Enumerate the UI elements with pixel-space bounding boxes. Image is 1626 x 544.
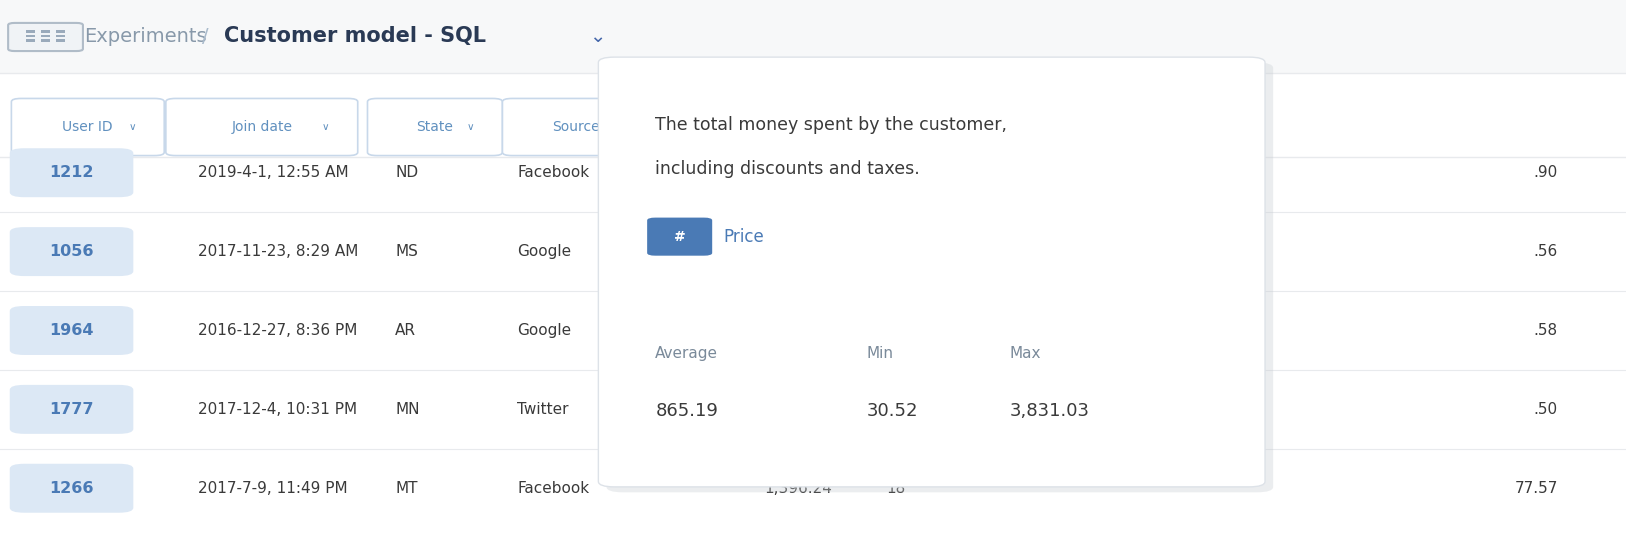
Text: Max: Max: [1010, 346, 1041, 361]
FancyBboxPatch shape: [598, 57, 1265, 487]
Text: User ID: User ID: [62, 120, 114, 134]
Text: 2017-7-9, 11:49 PM: 2017-7-9, 11:49 PM: [198, 481, 348, 496]
FancyBboxPatch shape: [10, 227, 133, 276]
FancyBboxPatch shape: [1006, 98, 1218, 156]
Text: 2017-11-23, 8:29 AM: 2017-11-23, 8:29 AM: [198, 244, 359, 259]
Text: Revenue ($): Revenue ($): [702, 120, 787, 134]
Text: State: State: [416, 120, 454, 134]
Bar: [41, 39, 50, 42]
Text: 2017-12-4, 10:31 PM: 2017-12-4, 10:31 PM: [198, 402, 358, 417]
Bar: [57, 39, 65, 42]
Text: 2016-12-27, 8:36 PM: 2016-12-27, 8:36 PM: [198, 323, 358, 338]
Text: 2019-4-1, 12:55 AM: 2019-4-1, 12:55 AM: [198, 165, 350, 180]
Text: .90: .90: [1533, 165, 1558, 180]
Text: 3,831.03: 3,831.03: [1010, 401, 1089, 420]
Text: Experiments: Experiments: [85, 27, 207, 46]
Text: 865.19: 865.19: [655, 401, 719, 420]
Text: ND: ND: [395, 165, 418, 180]
Text: ∨: ∨: [322, 122, 330, 132]
FancyBboxPatch shape: [852, 98, 1005, 156]
Text: AR: AR: [395, 323, 416, 338]
Text: 1266: 1266: [49, 481, 94, 496]
Bar: [41, 30, 50, 33]
FancyBboxPatch shape: [367, 98, 502, 156]
Text: #: #: [673, 230, 686, 244]
Text: Average: Average: [655, 346, 719, 361]
Text: ∨: ∨: [681, 122, 689, 132]
Text: 1777: 1777: [49, 402, 94, 417]
Text: MT: MT: [395, 481, 418, 496]
FancyBboxPatch shape: [10, 385, 133, 434]
FancyBboxPatch shape: [502, 98, 650, 156]
Text: Join date: Join date: [231, 120, 293, 134]
Text: Google: Google: [517, 244, 571, 259]
Text: .56: .56: [1533, 244, 1558, 259]
Text: ∨: ∨: [615, 122, 623, 132]
Text: .58: .58: [1533, 323, 1558, 338]
Text: Orders: Orders: [898, 120, 945, 134]
Text: Facebook: Facebook: [517, 165, 589, 180]
FancyBboxPatch shape: [647, 218, 712, 256]
FancyBboxPatch shape: [11, 98, 164, 156]
Text: ⌄: ⌄: [589, 27, 605, 46]
Bar: [57, 35, 65, 37]
Text: .50: .50: [1533, 402, 1558, 417]
Bar: [41, 35, 50, 37]
Text: The total money spent by the customer,: The total money spent by the customer,: [655, 116, 1006, 134]
Text: /: /: [202, 27, 208, 46]
Bar: [0, 0, 1626, 73]
Text: Avg total ($): Avg total ($): [1052, 120, 1138, 134]
FancyBboxPatch shape: [10, 306, 133, 355]
Bar: [26, 35, 34, 37]
FancyBboxPatch shape: [10, 463, 133, 512]
Text: ∨: ∨: [1031, 122, 1039, 132]
Text: Price: Price: [724, 227, 764, 246]
Text: 1212: 1212: [49, 165, 94, 180]
Text: Customer model - SQL: Customer model - SQL: [224, 27, 486, 46]
Text: 77.57: 77.57: [1514, 481, 1558, 496]
FancyBboxPatch shape: [657, 98, 850, 156]
Text: Google: Google: [517, 323, 571, 338]
Text: Min: Min: [867, 346, 894, 361]
Text: MN: MN: [395, 402, 420, 417]
FancyBboxPatch shape: [8, 23, 83, 51]
Text: MS: MS: [395, 244, 418, 259]
FancyBboxPatch shape: [10, 149, 133, 197]
Bar: [57, 30, 65, 33]
Text: Source: Source: [553, 120, 600, 134]
Text: ∨: ∨: [467, 122, 475, 132]
Text: 18: 18: [886, 481, 906, 496]
Text: ∨: ∨: [128, 122, 137, 132]
Text: ∨: ∨: [876, 122, 885, 132]
Text: 1964: 1964: [49, 323, 94, 338]
FancyBboxPatch shape: [606, 63, 1273, 492]
Text: including discounts and taxes.: including discounts and taxes.: [655, 159, 920, 178]
Text: 30.52: 30.52: [867, 401, 919, 420]
FancyBboxPatch shape: [166, 98, 358, 156]
Text: Twitter: Twitter: [517, 402, 569, 417]
Bar: [26, 39, 34, 42]
Text: 1056: 1056: [49, 244, 94, 259]
Text: 1,396.24: 1,396.24: [764, 481, 833, 496]
Text: Facebook: Facebook: [517, 481, 589, 496]
Bar: [26, 30, 34, 33]
